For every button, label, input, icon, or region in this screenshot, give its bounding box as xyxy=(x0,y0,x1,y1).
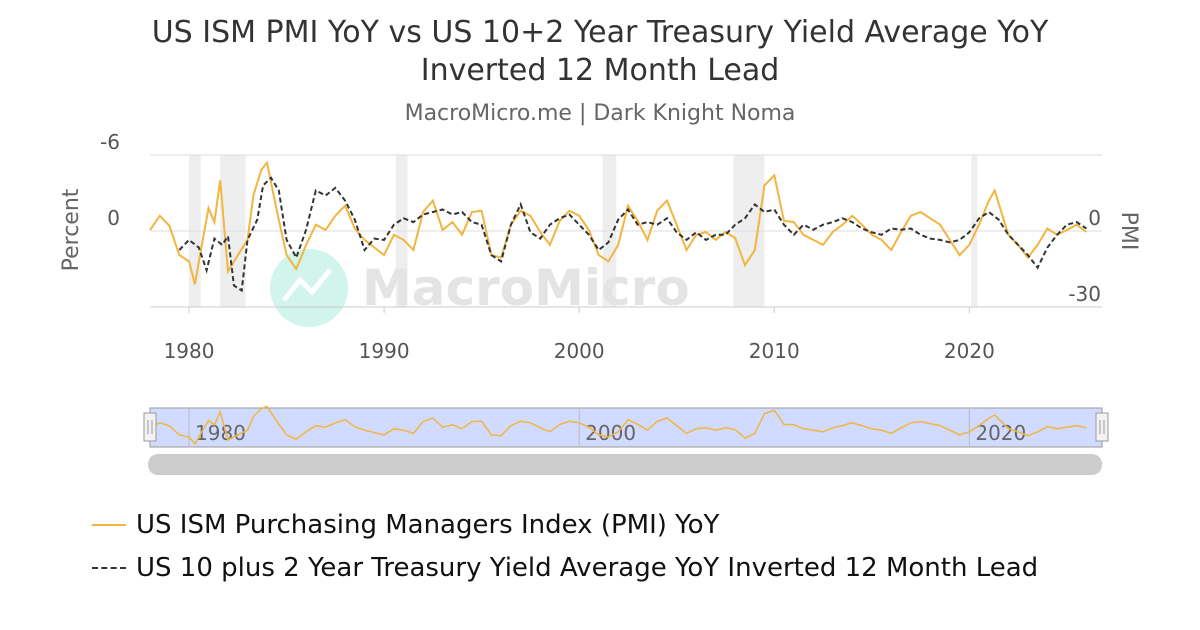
series-line xyxy=(149,160,1087,285)
navigator-tick-label: 2000 xyxy=(585,421,636,445)
legend-label: US 10 plus 2 Year Treasury Yield Average… xyxy=(136,553,1039,583)
x-tick-label: 2010 xyxy=(749,339,800,363)
y-tick-label: 0 xyxy=(107,206,120,230)
navigator-tick-label: 1980 xyxy=(195,421,246,445)
navigator-handle[interactable] xyxy=(143,412,157,442)
y2-axis-title: PMI xyxy=(1116,212,1141,251)
scrollbar[interactable] xyxy=(148,454,1102,475)
y2-tick-label: 0 xyxy=(1088,206,1101,230)
legend-symbol xyxy=(92,524,126,526)
x-tick-label: 2020 xyxy=(944,339,995,363)
navigator-tick-label: 2020 xyxy=(975,421,1026,445)
y-axis-title: Percent xyxy=(59,188,84,271)
watermark-icon xyxy=(282,268,332,302)
navigator-line xyxy=(149,405,1087,446)
watermark: MacroMicro xyxy=(362,259,690,317)
chart-title: US ISM PMI YoY vs US 10+2 Year Treasury … xyxy=(151,15,1049,88)
y-tick-label: -6 xyxy=(100,130,120,154)
chart-subtitle: MacroMicro.me | Dark Knight Noma xyxy=(404,101,796,126)
x-tick-label: 1980 xyxy=(164,339,215,363)
series-line xyxy=(178,176,1087,293)
navigator-handle[interactable] xyxy=(1095,412,1109,442)
x-tick-label: 2000 xyxy=(554,339,605,363)
y2-tick-label: -30 xyxy=(1068,282,1101,306)
legend-item[interactable]: US ISM Purchasing Managers Index (PMI) Y… xyxy=(92,510,719,540)
legend-symbol xyxy=(92,567,126,569)
legend-label: US ISM Purchasing Managers Index (PMI) Y… xyxy=(136,510,720,540)
legend-item[interactable]: US 10 plus 2 Year Treasury Yield Average… xyxy=(92,553,1038,583)
x-tick-label: 1990 xyxy=(359,339,410,363)
